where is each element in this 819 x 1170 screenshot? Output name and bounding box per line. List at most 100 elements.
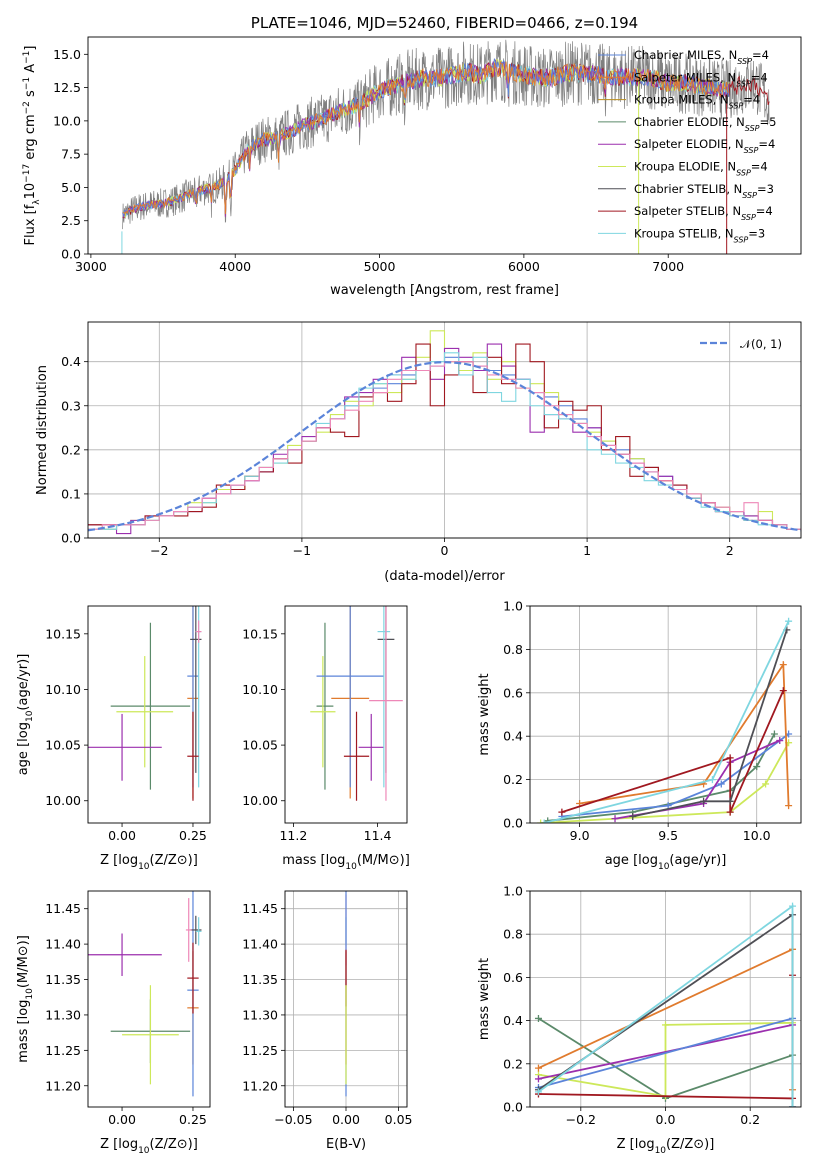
legend-entry: 𝒩(0, 1) [740,337,782,351]
label-part: Chabrier STELIB, N [634,182,742,196]
age_vs_mass-frame [284,605,408,824]
label-part: −17 [22,164,32,183]
massweight_vs_age-ylabel: mass weight [477,673,492,755]
weight-marker [717,780,725,788]
spectrum-ytick-label: 12.5 [53,80,81,95]
label-part: erg cm [23,114,38,163]
label-part: =4 [752,48,769,62]
label-part: Z [log [100,853,138,868]
label-part: mass [log [16,1000,31,1063]
massweight_vs_age-plot-area [537,617,793,823]
mass_vs_z-frame [87,890,211,1108]
errorbar-point [187,942,199,1014]
label-part: 10 [138,1146,150,1156]
mass_vs_ebv-ytick-label: 11.20 [242,1078,278,1093]
weight-marker [753,763,761,771]
weight-marker [726,808,734,816]
residuals-ytick-label: 0.0 [61,531,81,546]
weight-series-line [579,661,790,806]
weight-marker [779,687,787,695]
mass_vs_z-xtick-label: 0.00 [108,1112,136,1127]
label-part: 10 [23,183,38,200]
errorbar-point [195,917,202,946]
label-part: (age/yr)] [16,654,31,711]
weight-marker [611,815,619,823]
weight-series-line [543,620,790,823]
label-part: Kroupa MILES, N [634,93,729,107]
weight-series-line [547,733,776,822]
mass_vs_z-plot-area [88,891,202,1097]
spectrum-xtick-label: 3000 [75,259,107,274]
label-part: =4 [756,204,773,218]
massweight_vs_age-ytick-label: 0.0 [503,816,523,831]
label-part: SSP [741,213,756,222]
spectrum-ytick-label: 5.0 [61,180,81,195]
spectrum-frame [87,36,802,255]
weight-series-line [538,1021,793,1098]
legend-entry: Chabrier STELIB, NSSP=3 [634,182,774,200]
label-part: 10 [138,862,150,872]
mass_vs_z-xlabel: Z [log10(Z/Z⊙)] [100,1137,198,1156]
weight-marker [534,1075,542,1083]
label-part: (M/M⊙)] [16,935,31,988]
weight-marker [785,617,793,625]
histogram-series [88,361,801,530]
label-part: Chabrier ELODIE, N [634,115,745,129]
massweight_vs_z-ylabel: mass weight [477,958,492,1040]
mass_vs_ebv-plot-area [345,891,347,1097]
spectrum-xtick-label: 4000 [219,259,251,274]
residuals-plot-area [88,330,801,535]
weight-marker [770,730,778,738]
massweight_vs_age-chart: 9.0 9.5 10.0 0.0 0.2 0.4 0.6 0.8 1.0 age [log10(a… [477,599,802,872]
errorbar-point [187,711,199,801]
legend-entry: Chabrier MILES, NSSP=4 [634,48,769,66]
spectrum-ytick-label: 15.0 [53,47,81,62]
age_vs_z-frame [87,605,211,824]
massweight_vs_age-ytick-label: 1.0 [503,599,523,614]
errorbar-point [88,933,162,976]
massweight_vs_z-ytick-label: 0.8 [503,927,523,942]
spectrum-chart: 3000 4000 5000 6000 7000 0.0 2.5 5.0 7.5 10.0 12.5… [22,36,802,298]
legend-entry: Salpeter STELIB, NSSP=4 [634,204,773,222]
label-part: Salpeter ELODIE, N [634,137,744,151]
errorbar-point [345,985,347,1085]
spectrum-ylabel: Flux [fλ10−17 erg cm−2 s−1 A−1] [22,46,42,246]
errorbar-point [122,985,179,1085]
age_vs_mass-xtick-label: 11.4 [364,828,392,843]
label-part: SSP [734,235,749,244]
mass_vs_ebv-ytick-label: 11.30 [242,1007,278,1022]
mass_vs_z-xtick-label: 0.25 [179,1112,207,1127]
legend-entry: Kroupa STELIB, NSSP=3 [634,226,765,244]
age_vs_mass-xlabel: mass [log10(M/M⊙)] [282,853,410,872]
legend-entry: Salpeter MILES, NSSP=4 [634,70,768,88]
mass_vs_ebv-ytick-label: 11.40 [242,937,278,952]
label-part: −1 [22,77,32,90]
label-part: Chabrier MILES, N [634,48,737,62]
label-part: Flux [f [23,204,38,245]
label-part: (age/yr)] [669,853,726,868]
spectrum-plot-area [121,39,770,254]
spectrum-xlabel: wavelength [Angstrom, rest frame] [330,283,559,298]
weight-marker [558,808,566,816]
label-part: 10 [345,862,357,872]
label-part: λ [32,199,42,205]
massweight_vs_z-xlabel: Z [log10(Z/Z⊙)] [617,1137,715,1156]
label-part: Kroupa STELIB, N [634,226,734,240]
massweight_vs_age-frame [529,605,802,824]
massweight_vs_z-xtick-label: −0.2 [566,1112,596,1127]
legend-entry: Chabrier ELODIE, NSSP=5 [634,115,776,132]
label-part: −2 [22,101,32,114]
massweight_vs_age-xtick-label: 9.5 [658,828,678,843]
label-part: =4 [751,160,768,174]
age_vs_mass-ytick-label: 10.10 [242,682,278,697]
weight-marker [540,819,548,823]
weight-marker [534,1014,542,1022]
label-part: age [log [16,722,31,775]
massweight_vs_z-plot-area [534,902,797,1107]
label-part: s [23,90,38,101]
massweight_vs_z-ytick-label: 0.2 [503,1056,523,1071]
label-part: Z [log [617,1137,655,1152]
weight-marker [534,1064,542,1072]
residuals-chart: −2 −1 0 1 2 0.0 0.1 0.2 0.3 0.4 (data-model)/error… [35,321,802,584]
